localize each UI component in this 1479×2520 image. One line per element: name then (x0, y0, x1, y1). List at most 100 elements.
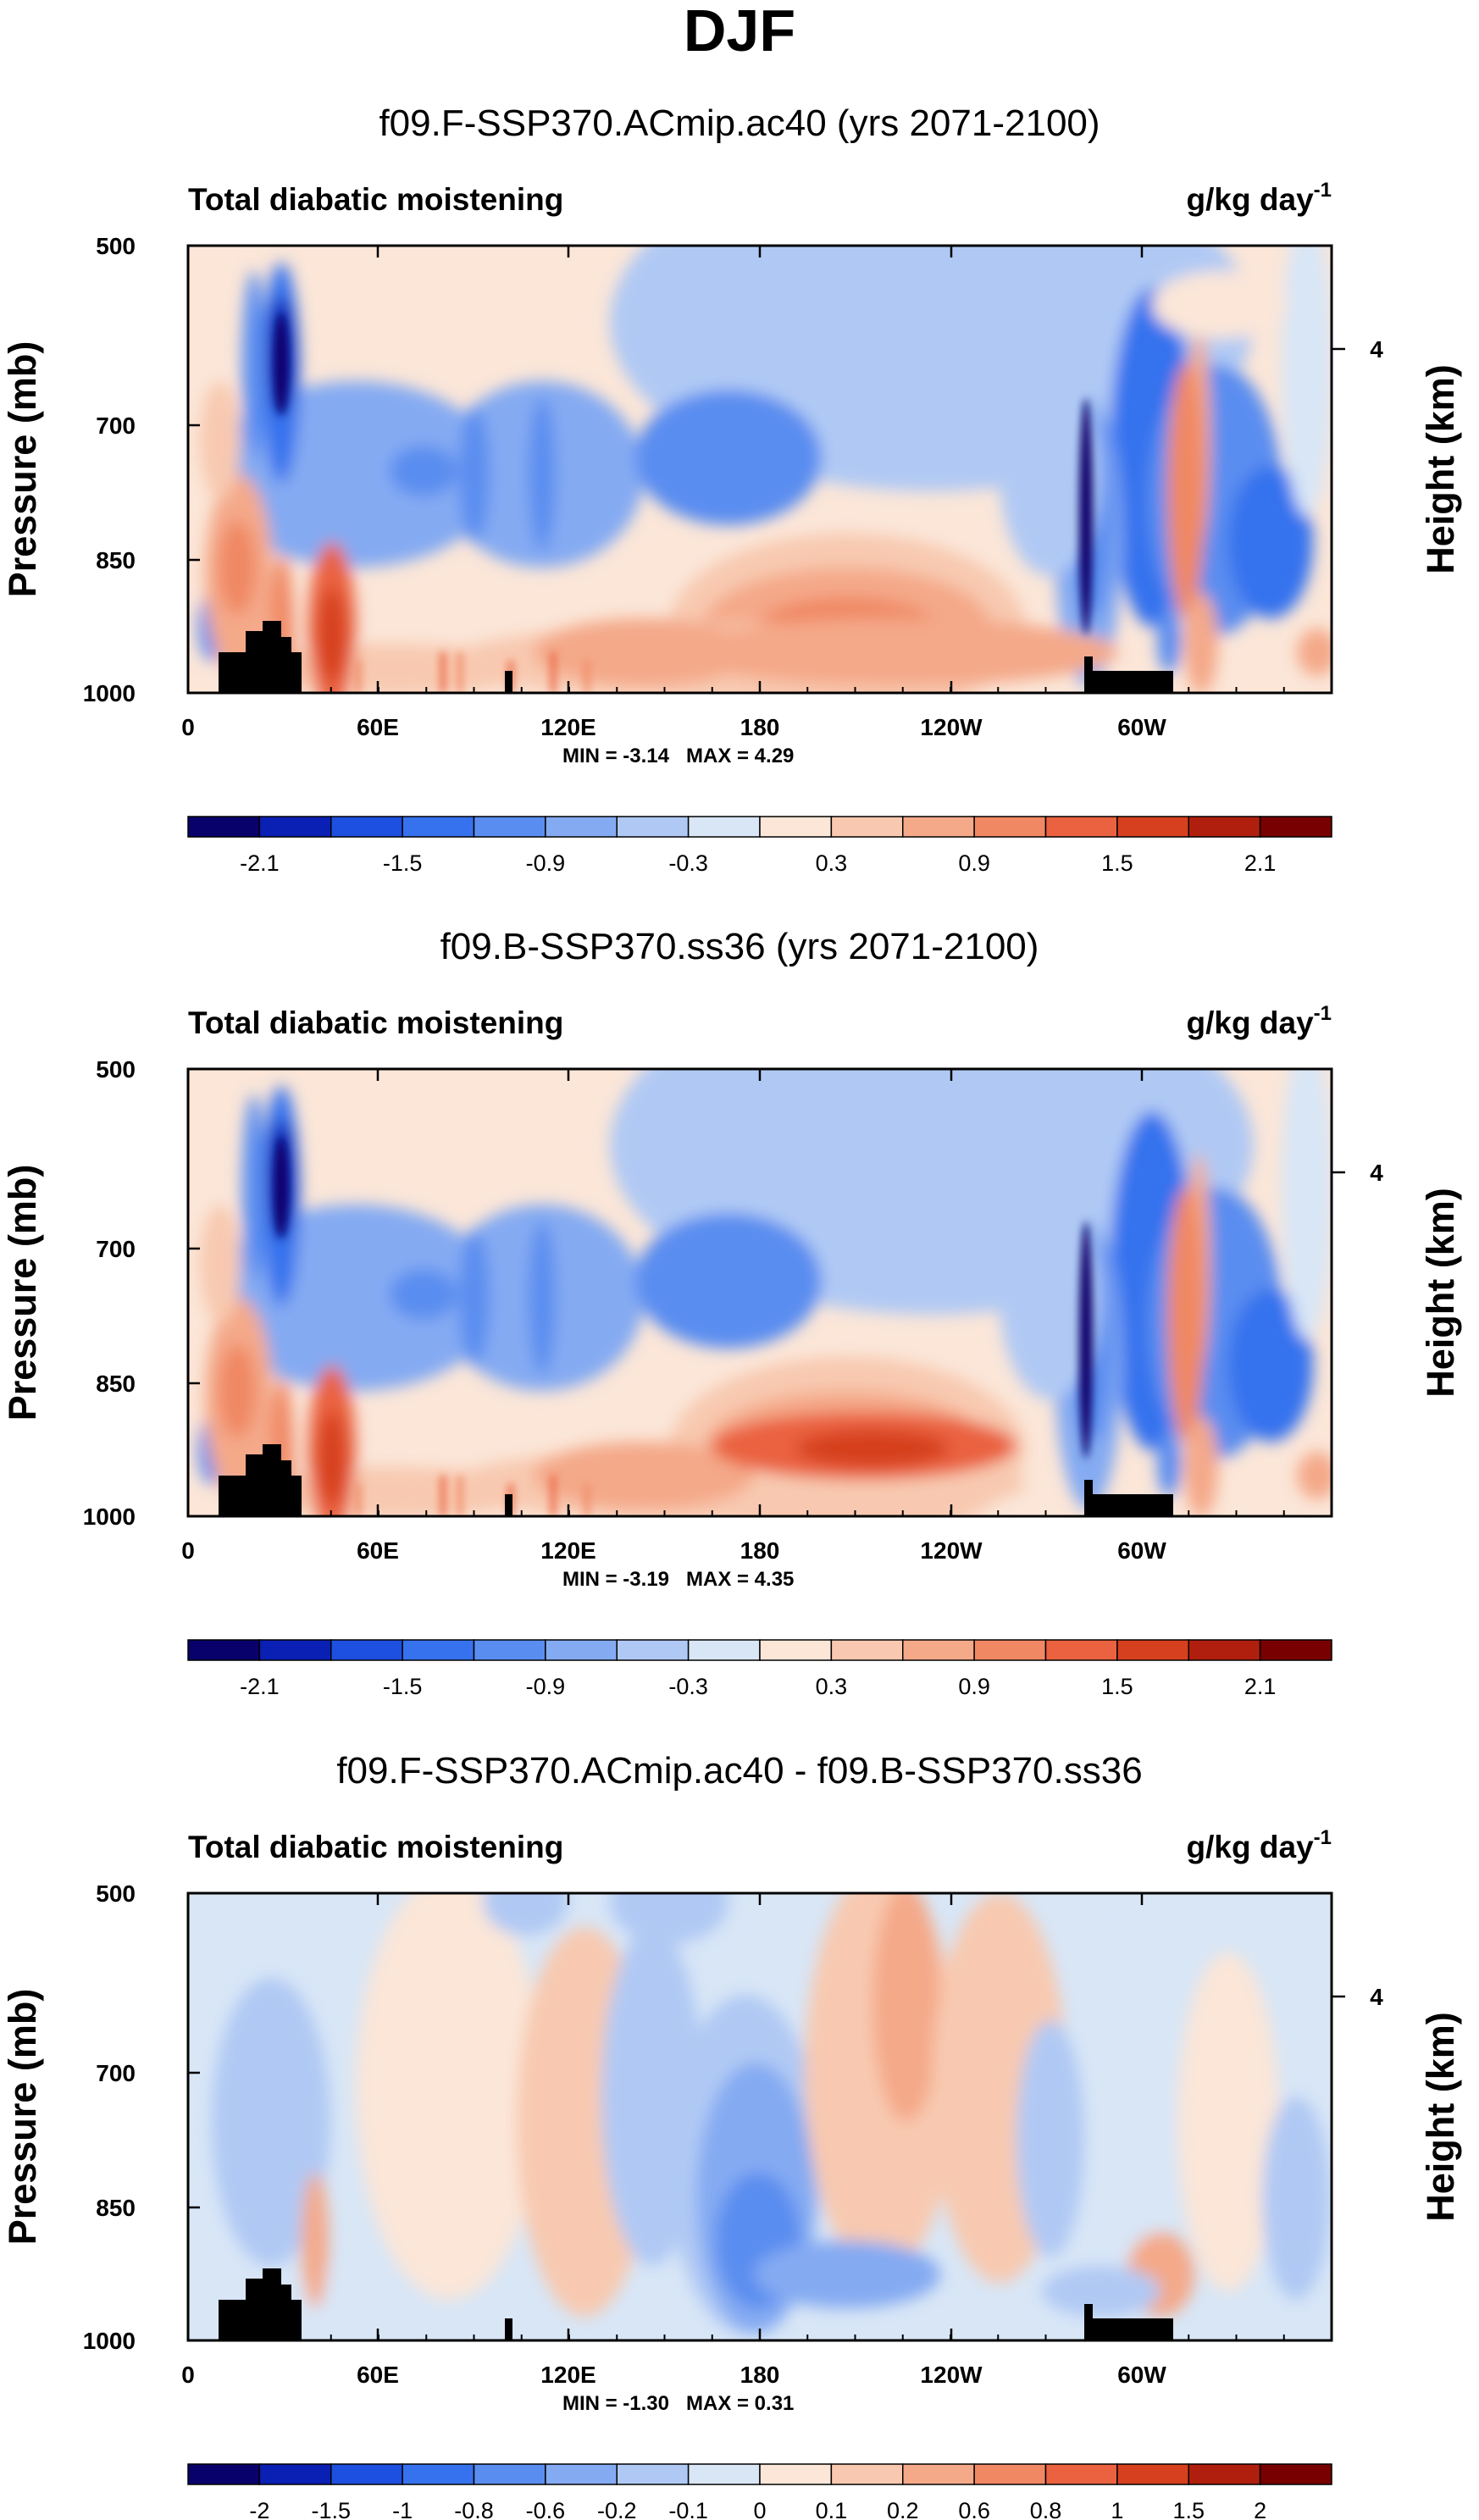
colorbar-label-1: -2.1 (240, 1674, 280, 1699)
colorbar-box-3 (330, 2463, 403, 2485)
heatmap-cell-10 (242, 1094, 266, 1281)
colorbar-label-8: 2.1 (1244, 1674, 1277, 1699)
land-mask-4 (281, 637, 291, 693)
heatmap-cell-28 (319, 1412, 346, 1505)
y-tick-label-1: 500 (96, 1880, 136, 1907)
heatmap-cell-12 (459, 407, 490, 542)
heatmap-cell-11 (390, 446, 457, 496)
x-tick-label-5: 120W (920, 2362, 983, 2388)
colorbar-box-5 (473, 1639, 546, 1661)
colorbar-box-8 (687, 816, 761, 838)
colorbar-box-15 (1188, 2463, 1261, 2485)
y-tick-label-3: 850 (96, 2195, 136, 2221)
max-value: MAX = 4.29 (686, 745, 794, 767)
heatmap-cell-31 (1184, 593, 1218, 693)
colorbar-box-13 (1044, 816, 1118, 838)
min-value: MIN = -3.19 (562, 1568, 669, 1591)
land-mask-2 (246, 1454, 263, 1516)
land-mask-5 (291, 1476, 302, 1516)
heatmap-field-1 (188, 246, 1332, 693)
heatmap-cell-2 (212, 1978, 330, 2266)
colorbar-box-7 (616, 2463, 690, 2485)
heatmap-cell-35 (200, 1205, 241, 1323)
heatmap-cell-21 (1042, 2266, 1160, 2317)
heatmap-core-west (274, 313, 288, 415)
colorbar-box-2 (258, 816, 332, 838)
colorbar-box-13 (1044, 1639, 1118, 1661)
heatmap-cell-13 (529, 1221, 556, 1374)
colorbar-box-4 (402, 1639, 475, 1661)
colorbar-box-10 (830, 1639, 904, 1661)
y2-axis-title: Height (km) (1419, 1188, 1462, 1398)
heatmap-core-east (1079, 1221, 1093, 1459)
colorbar-box-16 (1259, 816, 1332, 838)
heatmap-cell-37 (796, 1430, 949, 1467)
x-tick-label-2: 60E (357, 1537, 399, 1564)
colorbar-box-9 (759, 2463, 833, 2485)
heatmap-cell-32 (1297, 629, 1332, 676)
colorbar-box-12 (973, 816, 1047, 838)
colorbar-label-2: -1.5 (383, 850, 423, 876)
colorbar-box-11 (902, 816, 975, 838)
x-tick-label-5: 120W (920, 714, 983, 740)
x-tick-label-1: 0 (181, 2362, 195, 2388)
heatmap-cell-7 (1228, 466, 1313, 618)
colorbar-label-1: -2 (249, 2498, 269, 2520)
colorbar-box-3 (330, 816, 403, 838)
y2-axis-title: Height (km) (1419, 2012, 1462, 2222)
y-tick-label-2: 700 (96, 2060, 136, 2086)
colorbar-label-7: 1.5 (1101, 850, 1133, 876)
x-tick-label-5: 120W (920, 1537, 983, 1564)
land-mask-6 (505, 671, 512, 693)
panel-left-label: Total diabatic moistening (188, 182, 563, 217)
y-tick-label-2: 700 (96, 1236, 136, 1262)
colorbar-label-8: 2.1 (1244, 850, 1277, 876)
heatmap-cell-7 (1228, 1289, 1313, 1442)
colorbar-box-1 (187, 816, 261, 838)
min-value: MIN = -3.14 (562, 745, 670, 767)
colorbar-label-5: -0.6 (526, 2498, 566, 2520)
heatmap-cell-16 (1000, 373, 1101, 576)
colorbar-box-8 (687, 2463, 761, 2485)
colorbar-box-11 (902, 2463, 975, 2485)
colorbar-box-1 (187, 2463, 261, 2485)
max-value: MAX = 0.31 (686, 2392, 794, 2415)
colorbar-label-11: 0.6 (958, 2498, 990, 2520)
y-axis-title: Pressure (mb) (1, 1989, 44, 2246)
heatmap-cell-35 (200, 381, 241, 500)
heatmap-cell-14 (1262, 2096, 1330, 2300)
colorbar-box-10 (830, 2463, 904, 2485)
land-mask-4 (281, 2285, 291, 2340)
colorbar-label-7: -0.1 (668, 2498, 708, 2520)
colorbar-box-9 (759, 816, 833, 838)
colorbar-label-1: -2.1 (240, 850, 280, 876)
x-tick-label-6: 60W (1117, 2362, 1166, 2388)
heatmap-cell-17 (754, 2240, 940, 2308)
heatmap-band-2 (356, 1484, 361, 1516)
y-tick-label-4: 1000 (83, 2328, 136, 2354)
heatmap-cell-18 (610, 1893, 728, 1944)
land-mask-6 (505, 2318, 512, 2340)
heatmap-cell-12 (459, 1230, 490, 1365)
y-axis-title: Pressure (mb) (1, 341, 44, 598)
y-tick-label-1: 500 (96, 233, 136, 259)
panel-left-label: Total diabatic moistening (188, 1830, 563, 1864)
colorbar-box-4 (402, 816, 475, 838)
y2-tick-label: 4 (1370, 1984, 1383, 2010)
heatmap-band-6 (551, 652, 556, 693)
heatmap-band-3 (440, 1476, 446, 1516)
heatmap-cell-13 (1177, 1952, 1279, 2291)
land-mask-1 (219, 2300, 247, 2340)
land-mask-1 (219, 1476, 247, 1516)
land-mask-2 (246, 631, 263, 693)
heatmap-cell-25 (219, 521, 256, 614)
heatmap-band-6 (551, 1476, 556, 1516)
panel-units-label: g/kg day-1 (1187, 179, 1332, 217)
x-tick-label-1: 0 (181, 1537, 195, 1564)
heatmap-cell-28 (319, 589, 346, 682)
heatmap-cell-11 (1016, 2020, 1084, 2257)
land-mask-6 (505, 1494, 512, 1516)
colorbar-label-12: 0.8 (1030, 2498, 1062, 2520)
panel-left-label: Total diabatic moistening (188, 1005, 563, 1040)
